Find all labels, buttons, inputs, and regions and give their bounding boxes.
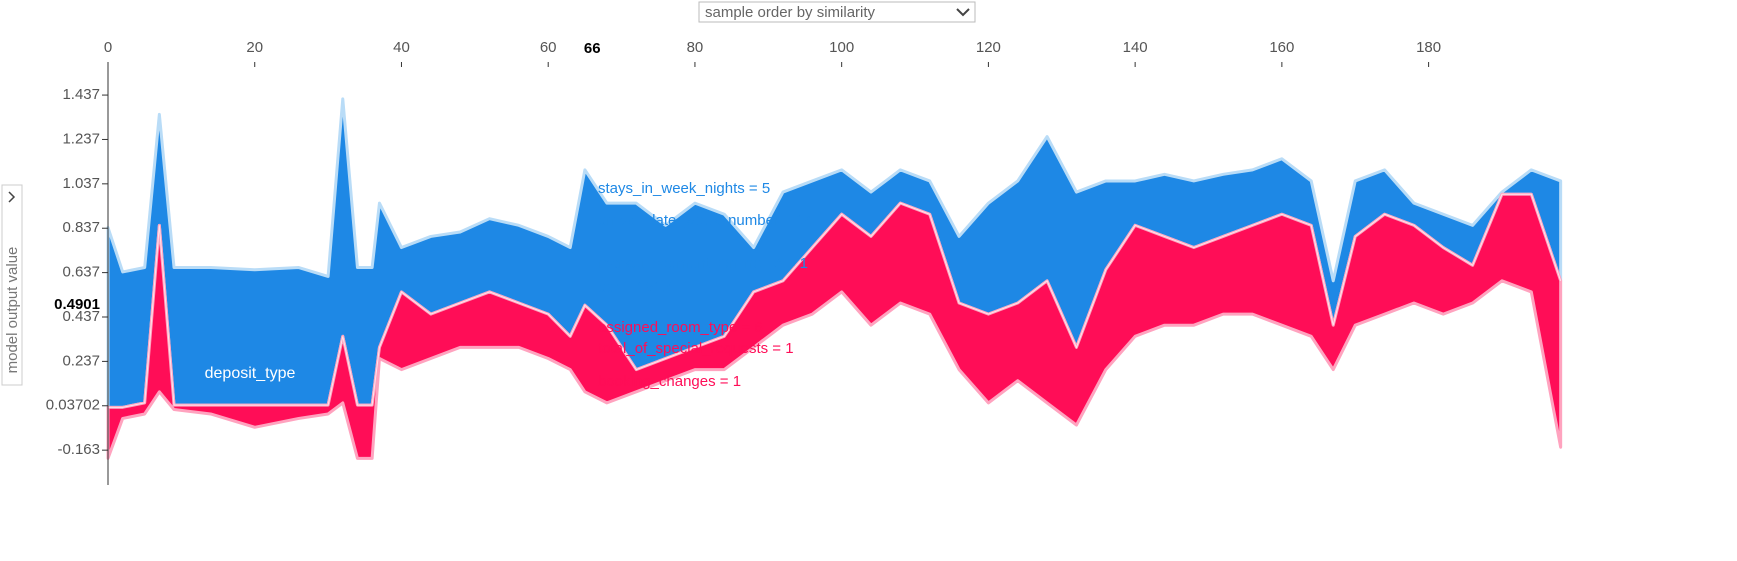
annotation: stays_in_week_nights = 5 xyxy=(598,180,770,197)
x-tick-label: 120 xyxy=(976,39,1001,56)
dropdown-text[interactable]: sample order by similarity xyxy=(705,4,876,21)
y-tick-label: 0.437 xyxy=(62,308,100,325)
dropdown[interactable]: sample order by similarity xyxy=(698,1,976,23)
annotation: market_segment_Online TA = 1 xyxy=(598,255,808,272)
highlight-x-label: 66 xyxy=(584,40,601,57)
highlight-value-label: 0.4901 xyxy=(54,296,100,313)
dropdown-arrow[interactable] xyxy=(956,8,970,17)
x-tick-label: 0 xyxy=(104,39,112,56)
annotation: assigned_room_type = 6 xyxy=(598,319,763,336)
x-tick-label: 140 xyxy=(1123,39,1148,56)
annotation: booking_changes = 1 xyxy=(598,373,741,390)
x-tick-label: 180 xyxy=(1416,39,1441,56)
band-label: deposit_type xyxy=(205,365,296,382)
y-tick-label: 0.03702 xyxy=(46,397,100,414)
output-line xyxy=(108,193,1562,408)
annotation: arrival_date_week_number = 14 xyxy=(598,212,813,229)
x-tick-label: 160 xyxy=(1269,39,1294,56)
x-tick-label: 40 xyxy=(393,39,410,56)
annotation: adr = 161.4 xyxy=(598,279,674,296)
toggle-box[interactable] xyxy=(1,184,23,386)
y-tick-label: 0.637 xyxy=(62,264,100,281)
x-tick-label: 100 xyxy=(829,39,854,56)
annotation: total_of_special_requests = 1 xyxy=(598,340,794,357)
y-tick-label: 0.837 xyxy=(62,219,100,236)
y-tick-label: 0.237 xyxy=(62,352,100,369)
plot-area xyxy=(106,97,1563,460)
y-toggle[interactable]: model output value xyxy=(1,184,23,386)
x-tick-label: 80 xyxy=(687,39,704,56)
toggle-arrow[interactable] xyxy=(8,191,16,203)
y-tick-label: -0.163 xyxy=(57,441,100,458)
x-tick-label: 60 xyxy=(540,39,557,56)
dropdown-box[interactable] xyxy=(698,1,976,23)
y-tick-label: 1.237 xyxy=(62,130,100,147)
y-tick-label: 1.037 xyxy=(62,175,100,192)
x-tick-label: 20 xyxy=(246,39,263,56)
y-tick-label: 1.437 xyxy=(62,86,100,103)
y-axis-label: model output value xyxy=(4,247,21,374)
